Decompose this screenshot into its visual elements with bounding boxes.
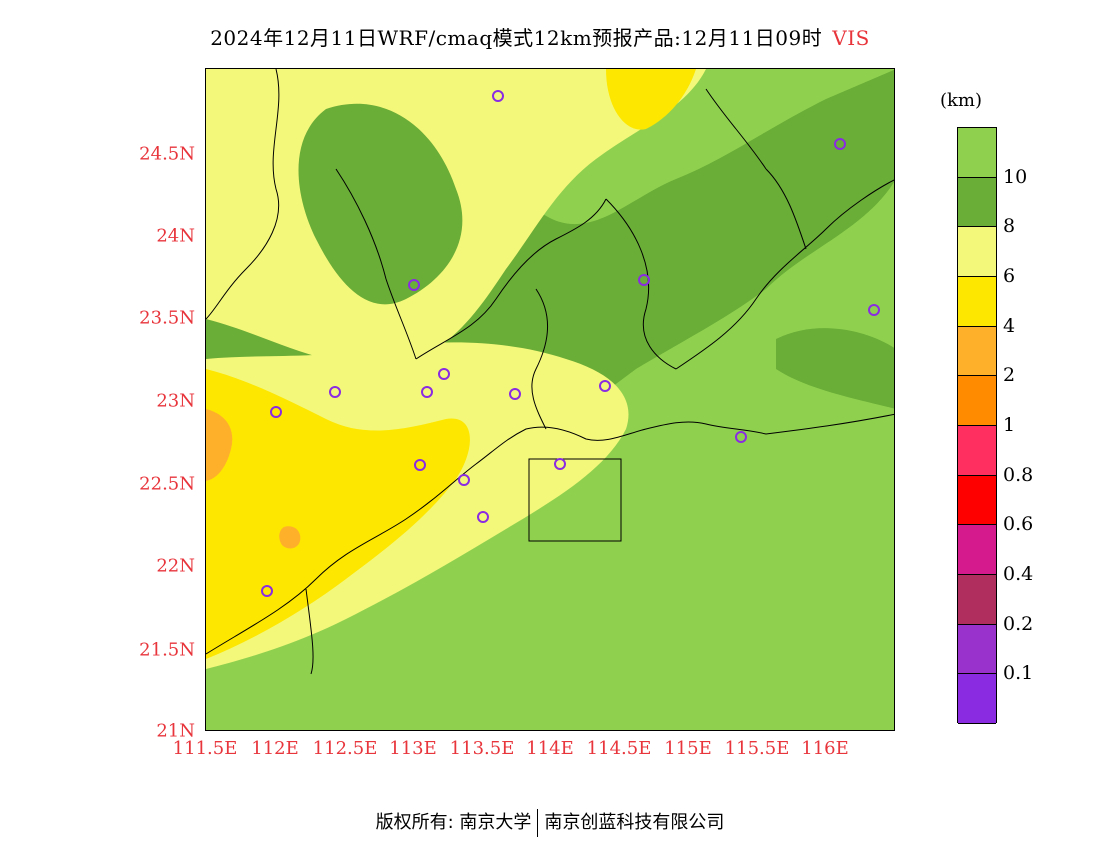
y-tick-label: 22.5N [139, 473, 195, 495]
station-marker [492, 90, 504, 102]
station-marker [458, 474, 470, 486]
map-title: 2024年12月11日WRF/cmaq模式12km预报产品:12月11日09时 V… [0, 22, 1080, 51]
colorbar-swatch [958, 575, 996, 625]
colorbar-swatch [958, 227, 996, 277]
y-tick-label: 21N [156, 720, 195, 742]
colorbar-level-label: 0.6 [1003, 513, 1034, 536]
x-tick-label: 113.5E [449, 738, 515, 759]
colorbar-unit: (km) [940, 90, 983, 111]
station-marker [421, 386, 433, 398]
x-tick-label: 115E [664, 738, 712, 759]
x-tick-label: 115.5E [724, 738, 790, 759]
station-marker [735, 431, 747, 443]
station-marker [554, 458, 566, 470]
admin-boundaries [206, 69, 894, 675]
vis-zone-4-north [606, 69, 696, 130]
colorbar-level-label: 2 [1003, 364, 1016, 387]
station-marker [261, 585, 273, 597]
y-tick-label: 23.5N [139, 307, 195, 329]
colorbar-level-label: 0.2 [1003, 612, 1034, 635]
station-marker [270, 406, 282, 418]
title-text: 2024年12月11日WRF/cmaq模式12km预报产品:12月11日09时 [210, 26, 823, 50]
colorbar-level-label: 6 [1003, 265, 1016, 287]
visibility-field [206, 69, 894, 730]
colorbar-level-label: 0.4 [1003, 563, 1034, 585]
station-marker [638, 274, 650, 286]
colorbar-swatch [958, 674, 996, 724]
station-marker [868, 304, 880, 316]
copyright-right: 南京创蓝科技有限公司 [544, 812, 725, 833]
colorbar-level-label: 0.1 [1003, 662, 1034, 685]
station-marker [414, 459, 426, 471]
colorbar-swatch [958, 376, 996, 426]
colorbar-swatch [958, 128, 996, 178]
y-tick-label: 21.5N [139, 639, 195, 661]
x-tick-label: 113E [389, 738, 437, 759]
vis-zone-8-east [776, 328, 894, 409]
vis-zone-4 [206, 369, 470, 659]
station-marker [477, 511, 489, 523]
vis-zone-2 [206, 409, 233, 481]
colorbar-swatch [958, 525, 996, 575]
colorbar-swatch [958, 326, 996, 377]
y-tick-label: 24.5N [139, 143, 195, 165]
station-marker [599, 380, 611, 392]
colorbar-level-label: 1 [1003, 414, 1016, 436]
colorbar-swatch [958, 426, 996, 476]
colorbar-swatch [958, 475, 996, 526]
station-marker [329, 386, 341, 398]
colorbar-level-label: 8 [1003, 215, 1016, 238]
colorbar [957, 127, 997, 724]
x-tick-label: 114.5E [586, 738, 652, 759]
vis-zone-8-center [298, 103, 463, 305]
y-tick-label: 24N [156, 225, 195, 247]
station-marker [408, 279, 420, 291]
x-tick-label: 112.5E [312, 738, 378, 759]
station-marker [834, 138, 846, 150]
colorbar-level-label: 4 [1003, 314, 1016, 337]
y-tick-label: 23N [156, 390, 195, 412]
x-tick-label: 114E [526, 738, 574, 759]
title-variable: VIS [832, 26, 870, 50]
colorbar-swatch [958, 277, 996, 327]
x-tick-label: 111.5E [172, 738, 238, 759]
colorbar-level-label: 10 [1003, 165, 1028, 188]
station-markers [261, 90, 880, 597]
footer-separator [537, 809, 539, 837]
colorbar-level-label: 0.8 [1003, 463, 1034, 486]
forecast-map [205, 68, 895, 731]
x-tick-label: 112E [251, 738, 299, 759]
copyright-left: 版权所有: 南京大学 [375, 812, 532, 833]
station-marker [509, 388, 521, 400]
vis-zone-2-small [279, 526, 301, 549]
colorbar-swatch [958, 177, 996, 228]
y-tick-label: 22N [156, 555, 195, 577]
station-marker [438, 368, 450, 380]
copyright-footer: 版权所有: 南京大学 南京创蓝科技有限公司 [0, 808, 1100, 837]
x-tick-label: 116E [801, 738, 849, 759]
colorbar-swatch [958, 624, 996, 675]
